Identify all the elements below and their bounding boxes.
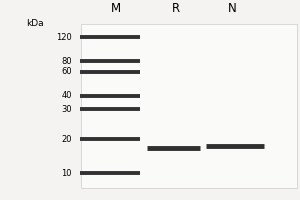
Text: 10: 10: [61, 168, 72, 178]
Bar: [81, 24, 297, 188]
Text: M: M: [110, 1, 121, 15]
Text: 40: 40: [61, 92, 72, 100]
Text: 80: 80: [61, 56, 72, 66]
Text: N: N: [228, 1, 237, 15]
Text: kDa: kDa: [26, 20, 43, 28]
Text: R: R: [171, 1, 180, 15]
Text: 60: 60: [61, 68, 72, 76]
Text: 30: 30: [61, 104, 72, 114]
Text: 120: 120: [56, 32, 72, 42]
Text: 20: 20: [61, 134, 72, 144]
Bar: [81, 24, 297, 188]
